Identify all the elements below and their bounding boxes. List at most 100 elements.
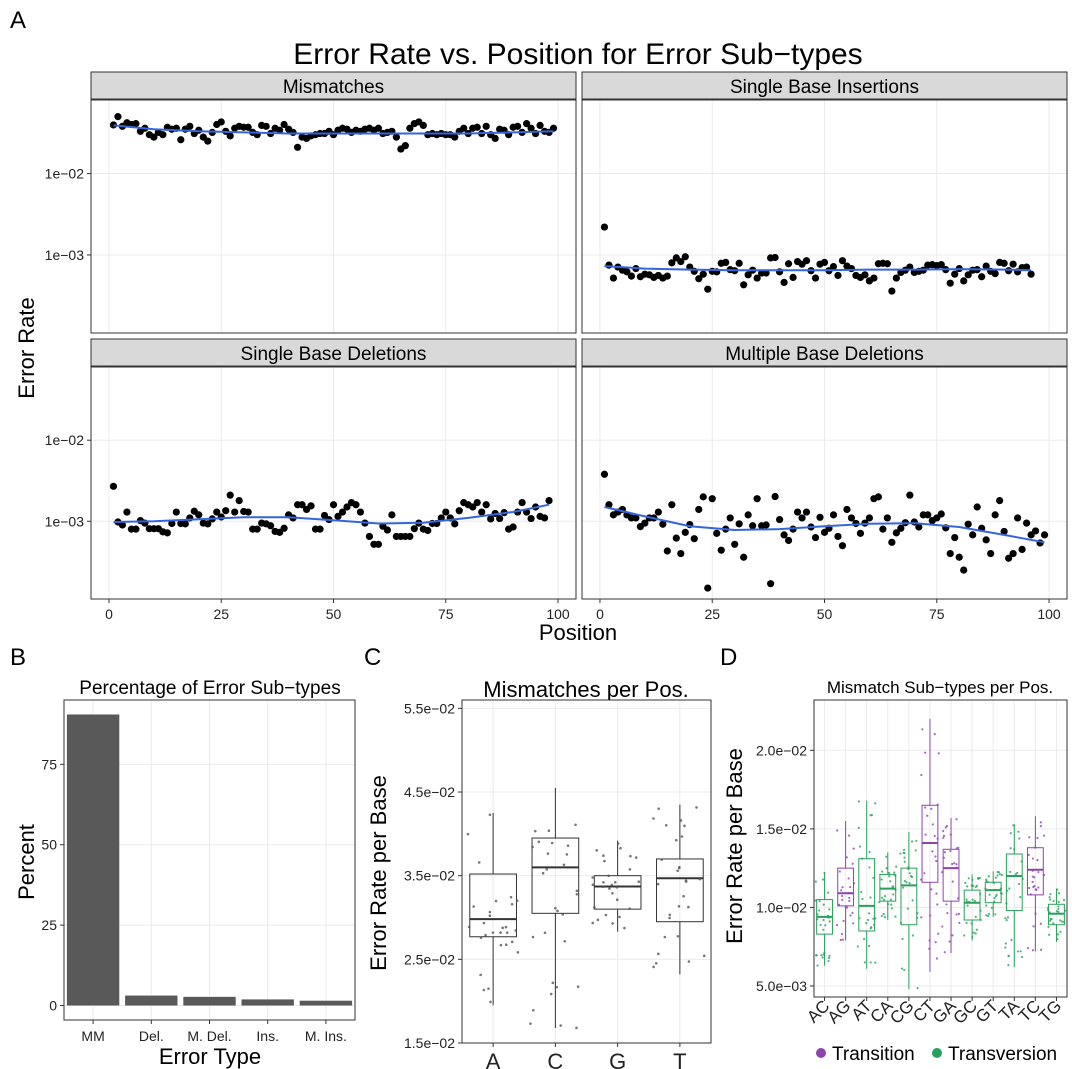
jitter-point — [610, 883, 614, 887]
jitter-point — [840, 933, 844, 936]
jitter-point — [907, 868, 910, 871]
jitter-point — [467, 925, 471, 929]
jitter-point — [934, 855, 937, 858]
data-point — [195, 511, 203, 519]
jitter-point — [861, 857, 864, 860]
data-point — [352, 501, 360, 509]
data-point — [829, 262, 838, 271]
jitter-point — [858, 845, 862, 848]
jitter-point — [491, 931, 495, 934]
jitter-point — [994, 888, 997, 892]
jitter-point — [479, 936, 483, 940]
data-point — [978, 273, 986, 281]
jitter-point — [996, 874, 999, 877]
jitter-point — [828, 954, 831, 957]
jitter-point — [857, 826, 860, 829]
jitter-point — [1020, 860, 1023, 863]
data-point — [960, 566, 968, 574]
data-point — [276, 126, 284, 134]
data-point — [780, 531, 788, 539]
box-iqr — [942, 848, 960, 902]
y-tick-label: 5.5e−02 — [404, 700, 455, 716]
jitter-point — [1064, 909, 1067, 912]
jitter-point — [487, 987, 490, 990]
jitter-point — [1006, 889, 1009, 892]
jitter-point — [907, 866, 910, 869]
data-point — [870, 274, 878, 282]
jitter-point — [931, 823, 934, 826]
jitter-point — [1031, 869, 1034, 872]
jitter-point — [822, 918, 825, 922]
jitter-point — [499, 931, 502, 934]
x-tick-label: T — [673, 1049, 686, 1069]
jitter-point — [698, 877, 701, 881]
jitter-point — [851, 911, 854, 915]
x-tick-label: 75 — [929, 606, 945, 622]
data-point — [293, 143, 302, 151]
data-point — [132, 120, 140, 128]
data-point — [654, 508, 662, 516]
data-point — [735, 259, 743, 267]
jitter-point — [1048, 911, 1051, 914]
jitter-point — [863, 961, 866, 964]
data-point — [469, 503, 477, 511]
jitter-point — [1039, 922, 1042, 925]
data-point — [798, 514, 806, 522]
jitter-point — [903, 860, 906, 863]
plot-border — [813, 699, 1068, 998]
jitter-point — [482, 921, 486, 925]
jitter-point — [869, 927, 872, 930]
jitter-point — [602, 880, 605, 884]
data-point — [987, 549, 995, 558]
jitter-point — [1005, 919, 1008, 922]
data-point — [222, 507, 230, 515]
jitter-point — [494, 899, 498, 903]
jitter-point — [1043, 873, 1046, 877]
bar — [241, 999, 294, 1006]
jitter-point — [928, 939, 931, 942]
facet-single-base-deletions: Single Base Deletions 1e−02 1e−03 0 25 50 75 10… — [45, 338, 577, 622]
y-tick-label: 4.5e−02 — [404, 784, 455, 800]
jitter-point — [1062, 898, 1066, 902]
data-point — [262, 122, 270, 130]
data-point — [762, 521, 770, 529]
panel-a-x-axis-label: Position — [539, 620, 617, 645]
data-point — [996, 496, 1004, 505]
jitter-point — [933, 733, 936, 736]
jitter-point — [863, 937, 866, 941]
bar — [66, 714, 120, 1006]
jitter-point — [1047, 925, 1050, 928]
jitter-point — [985, 904, 988, 907]
jitter-point — [955, 818, 958, 821]
jitter-point — [979, 918, 982, 921]
jitter-point — [978, 876, 982, 880]
y-tick-label: 25 — [41, 917, 57, 933]
jitter-point — [1032, 885, 1035, 889]
jitter-point — [935, 892, 938, 895]
data-point — [374, 540, 383, 548]
facet-strip — [581, 338, 1068, 367]
jitter-point — [827, 916, 830, 919]
data-point — [946, 549, 954, 558]
jitter-point — [541, 871, 545, 875]
jitter-point — [852, 882, 856, 885]
jitter-point — [965, 921, 968, 925]
jitter-point — [868, 850, 871, 854]
jitter-point — [504, 943, 508, 947]
jitter-point — [546, 852, 550, 855]
facet-strip-label: Single Base Insertions — [730, 77, 919, 98]
jitter-point — [894, 888, 897, 891]
jitter-point — [559, 1024, 562, 1027]
x-tick-label: G — [609, 1049, 626, 1069]
jitter-point — [822, 953, 825, 956]
jitter-point — [953, 862, 956, 865]
jitter-point — [1031, 875, 1034, 878]
jitter-point — [901, 886, 905, 889]
jitter-point — [479, 973, 482, 977]
facet-multiple-base-deletions: Multiple Base Deletions 0 25 50 75 100 — [581, 338, 1068, 622]
jitter-point — [1049, 898, 1052, 901]
panel-b-x-axis-label: Error Type — [159, 1044, 261, 1069]
jitter-point — [999, 887, 1002, 890]
jitter-point — [1021, 877, 1024, 881]
jitter-point — [1007, 954, 1010, 957]
